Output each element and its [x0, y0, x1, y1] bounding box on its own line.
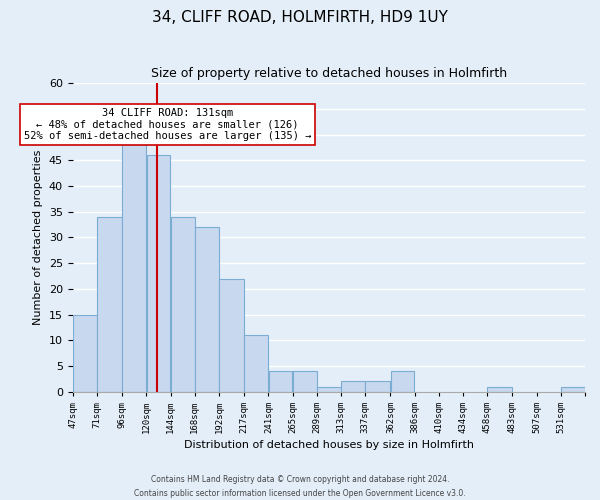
Text: 34 CLIFF ROAD: 131sqm
← 48% of detached houses are smaller (126)
52% of semi-det: 34 CLIFF ROAD: 131sqm ← 48% of detached … — [24, 108, 311, 141]
Bar — [73, 314, 97, 392]
Bar — [244, 335, 268, 392]
Bar — [561, 386, 585, 392]
Y-axis label: Number of detached properties: Number of detached properties — [34, 150, 43, 325]
X-axis label: Distribution of detached houses by size in Holmfirth: Distribution of detached houses by size … — [184, 440, 474, 450]
Bar — [341, 382, 365, 392]
Bar — [365, 382, 390, 392]
Bar — [317, 386, 341, 392]
Title: Size of property relative to detached houses in Holmfirth: Size of property relative to detached ho… — [151, 68, 507, 80]
Bar — [269, 371, 292, 392]
Text: Contains HM Land Registry data © Crown copyright and database right 2024.
Contai: Contains HM Land Registry data © Crown c… — [134, 476, 466, 498]
Bar — [146, 155, 170, 392]
Bar — [293, 371, 317, 392]
Text: 34, CLIFF ROAD, HOLMFIRTH, HD9 1UY: 34, CLIFF ROAD, HOLMFIRTH, HD9 1UY — [152, 10, 448, 25]
Bar — [97, 217, 122, 392]
Bar — [171, 217, 194, 392]
Bar — [219, 278, 244, 392]
Bar — [195, 227, 219, 392]
Bar — [487, 386, 512, 392]
Bar — [391, 371, 415, 392]
Bar — [122, 140, 146, 392]
